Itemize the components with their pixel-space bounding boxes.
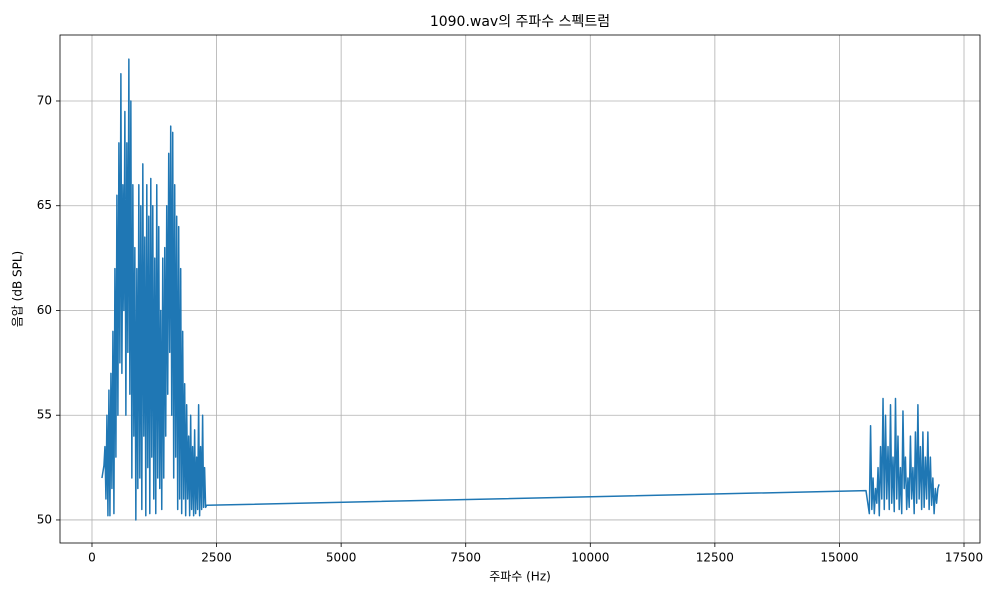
x-tick-label: 17500 (945, 551, 983, 565)
axes-frame (59, 34, 981, 544)
y-tick-label: 60 (37, 303, 52, 317)
y-axis-label: 음압 (dB SPL) (11, 251, 25, 327)
spectrum-line (101, 58, 940, 521)
x-tick-label: 12500 (696, 551, 734, 565)
y-tick-label: 50 (37, 512, 52, 526)
y-tick-label: 65 (37, 198, 52, 212)
x-tick-label: 15000 (820, 551, 858, 565)
x-tick-label: 7500 (450, 551, 481, 565)
x-tick-label: 10000 (571, 551, 609, 565)
grid (60, 35, 980, 543)
y-tick-label: 55 (37, 408, 52, 422)
x-tick-label: 0 (88, 551, 96, 565)
x-tick-label: 5000 (326, 551, 357, 565)
x-tick-label: 2500 (201, 551, 232, 565)
y-tick-label: 70 (37, 93, 52, 107)
chart-title: 1090.wav의 주파수 스펙트럼 (430, 14, 610, 30)
x-axis-label: 주파수 (Hz) (489, 570, 551, 584)
plot-area (101, 58, 940, 521)
